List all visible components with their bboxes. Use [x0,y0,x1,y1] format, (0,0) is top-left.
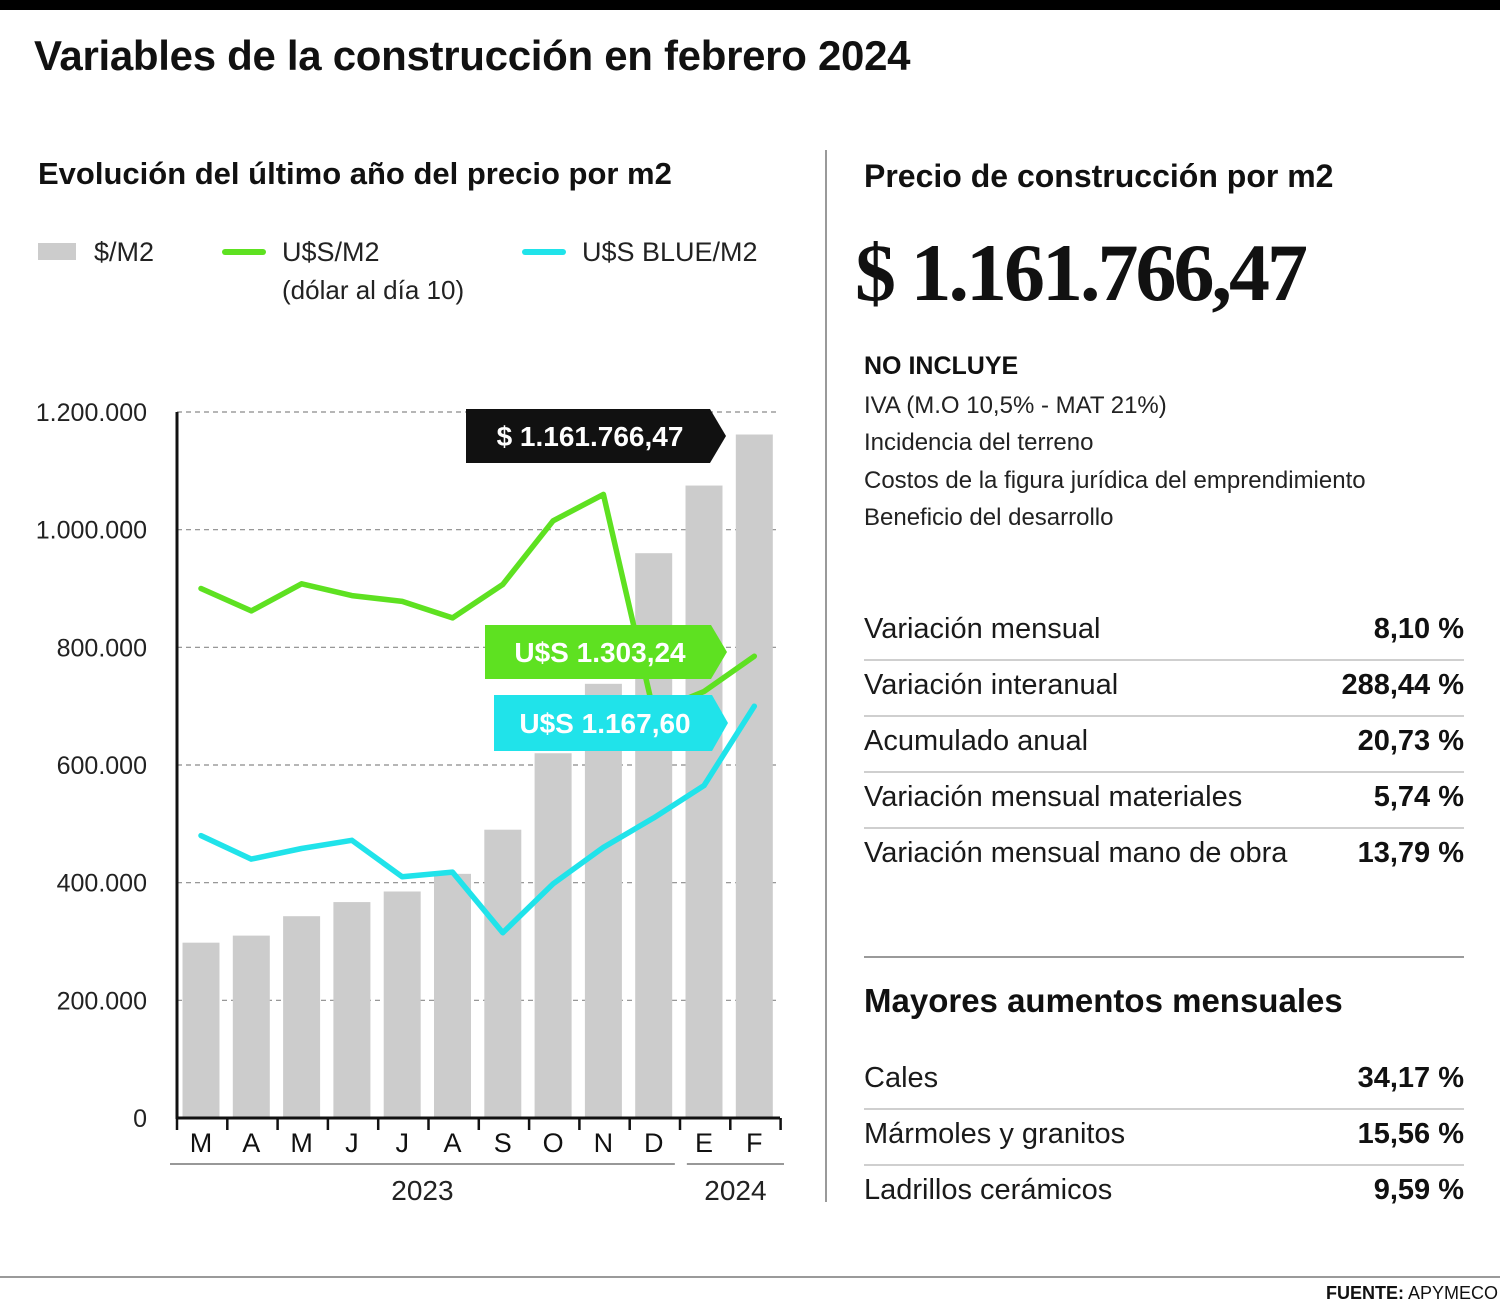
bar [685,485,723,1119]
stat-value: 13,79 % [1357,837,1464,869]
stat-label: Variación mensual materiales [864,781,1243,813]
x-tick-label: O [543,1128,564,1158]
series-line [198,703,758,936]
section-separator [864,956,1464,958]
stat-label: Acumulado anual [864,725,1089,757]
bar [735,434,773,1119]
x-tick-label: J [395,1128,409,1158]
x-tick-label: D [644,1128,664,1158]
stat-value: 288,44 % [1341,669,1464,701]
x-tick-label: M [190,1128,213,1158]
callout-badge [485,625,727,679]
increase-row-cales: Cales 34,17 % [864,1052,1464,1110]
y-tick-label: 400.000 [57,870,147,898]
y-tick-label: 800.000 [57,634,147,662]
stat-value: 8,10 % [1373,613,1464,645]
increase-label: Ladrillos cerámicos [864,1174,1113,1206]
bar [383,891,421,1118]
increases-heading: Mayores aumentos mensuales [864,982,1343,1019]
no-incluye-item: Costos de la figura jurídica del emprend… [864,467,1366,494]
callout-badge [494,695,728,751]
page-title: Variables de la construcción en febrero … [34,32,911,79]
legend-cyan-swatch [522,249,566,255]
x-tick-label: N [594,1128,614,1158]
stat-row-variacion-mensual: Variación mensual 8,10 % [864,603,1464,661]
stat-value: 5,74 % [1373,781,1464,813]
stat-label: Variación interanual [864,669,1119,701]
legend-green-note: (dólar al día 10) [282,275,465,305]
no-incluye-item: Beneficio del desarrollo [864,504,1114,531]
y-tick-label: 200.000 [57,987,147,1015]
increase-value: 9,59 % [1373,1174,1464,1206]
bar [283,916,321,1118]
stat-label: Variación mensual mano de obra [864,837,1288,869]
column-divider [825,150,827,1202]
no-incluye-item: Incidencia del terreno [864,429,1094,456]
y-tick-label: 1.200.000 [36,399,147,427]
year-label: 2024 [704,1175,766,1206]
price-heading: Precio de construcción por m2 [864,158,1334,194]
year-label: 2023 [391,1175,453,1206]
x-tick-label: F [746,1128,763,1158]
stat-row-acumulado-anual: Acumulado anual 20,73 % [864,715,1464,773]
stat-row-variacion-mano-de-obra: Variación mensual mano de obra 13,79 % [864,827,1464,883]
increase-label: Mármoles y granitos [864,1118,1126,1150]
callout-label: U$S 1.303,24 [514,637,686,668]
legend-green-swatch [222,249,266,255]
increase-value: 15,56 % [1357,1118,1464,1150]
bar [232,935,270,1118]
increase-label: Cales [864,1062,939,1094]
bar [182,942,220,1118]
y-tick-label: 1.000.000 [36,517,147,545]
y-tick-label: 0 [133,1105,147,1133]
legend-bars-swatch [38,243,76,260]
x-tick-label: S [494,1128,512,1158]
no-incluye-title: NO INCLUYE [864,352,1019,380]
stat-value: 20,73 % [1357,725,1464,757]
x-tick-label: A [242,1128,260,1158]
y-tick-label: 600.000 [57,752,147,780]
bar [534,753,572,1118]
bar [333,902,371,1118]
legend-green-label: U$S/M2 [282,237,380,267]
increase-value: 34,17 % [1357,1062,1464,1094]
top-bar [0,0,1500,10]
x-tick-label: A [443,1128,461,1158]
x-tick-label: M [290,1128,313,1158]
footer-line [0,1276,1500,1278]
callout-label: $ 1.161.766,47 [497,421,684,452]
stat-label: Variación mensual [864,613,1101,645]
bar [484,829,522,1118]
price-value: $ 1.161.766,47 [855,227,1308,318]
chart-title: Evolución del último año del precio por … [38,156,672,191]
x-tick-label: J [345,1128,359,1158]
stat-row-variacion-materiales: Variación mensual materiales 5,74 % [864,771,1464,829]
source-credit: FUENTE: APYMECO [1325,1283,1498,1303]
price-chart: 0 200.000 400.000 600.000 800.000 1.000.000 1.… [36,399,784,1206]
bar [434,873,471,1118]
bar [584,683,622,1118]
callout-badge [466,409,726,463]
callout-label: U$S 1.167,60 [519,708,690,739]
increase-row-marmoles: Mármoles y granitos 15,56 % [864,1108,1464,1166]
no-incluye-item: IVA (M.O 10,5% - MAT 21%) [864,392,1167,419]
x-tick-label: E [695,1128,713,1158]
increase-row-ladrillos: Ladrillos cerámicos 9,59 % [864,1164,1464,1220]
stat-row-variacion-interanual: Variación interanual 288,44 % [864,659,1464,717]
legend-cyan-label: U$S BLUE/M2 [582,237,758,267]
legend-bars-label: $/M2 [94,237,155,267]
